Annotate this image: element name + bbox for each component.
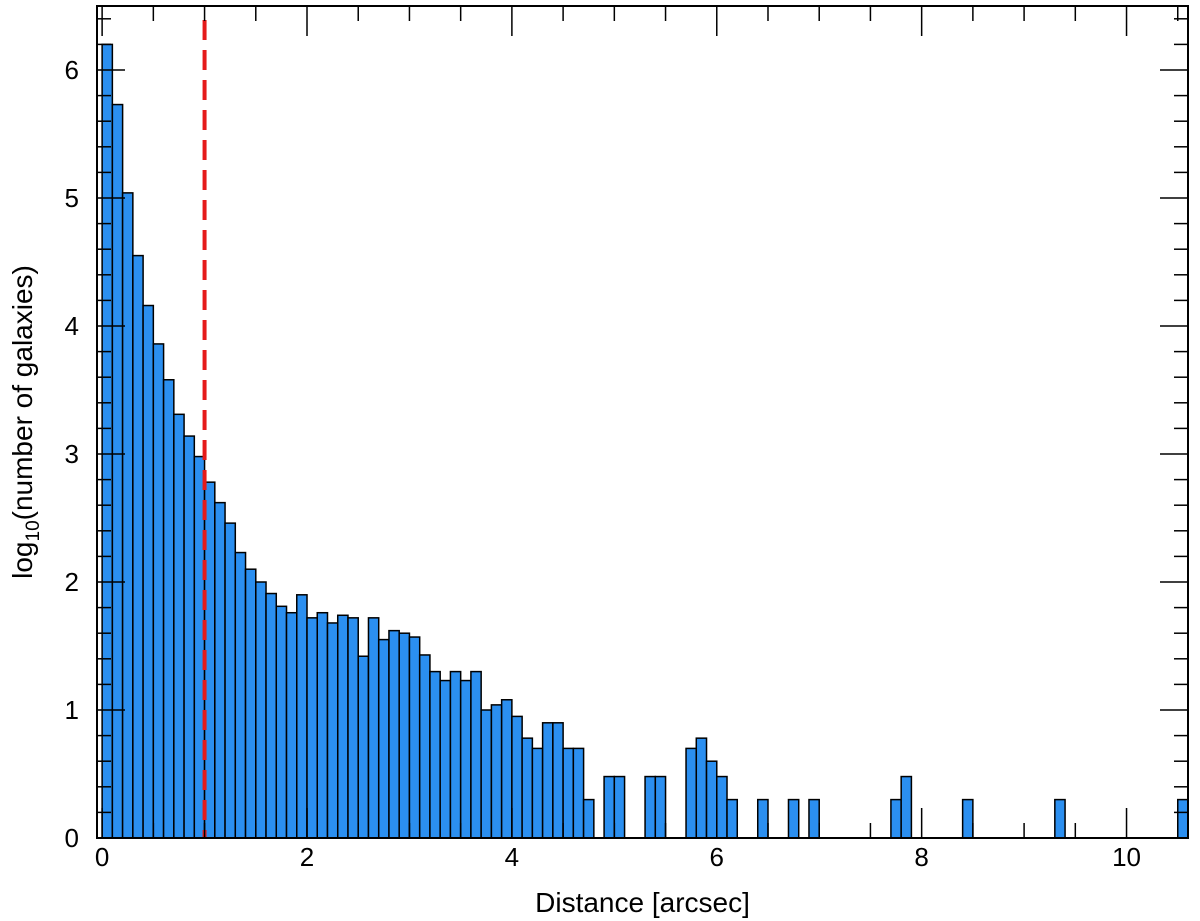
histogram-bars bbox=[101, 43, 1189, 839]
x-tick-label: 10 bbox=[1112, 842, 1141, 872]
histogram-bar bbox=[1054, 798, 1066, 839]
histogram-bar bbox=[480, 709, 493, 839]
histogram-bar bbox=[900, 775, 913, 839]
histogram-bar bbox=[531, 747, 544, 839]
histogram-bar bbox=[173, 413, 185, 839]
y-tick-label: 0 bbox=[65, 823, 79, 853]
histogram-bar bbox=[459, 679, 472, 839]
x-tick-label: 6 bbox=[710, 842, 724, 872]
axis-ticks bbox=[97, 6, 1188, 839]
histogram-bar bbox=[1177, 798, 1189, 839]
histogram-bar bbox=[347, 617, 359, 839]
histogram-bar bbox=[265, 592, 278, 839]
histogram-bar bbox=[562, 747, 575, 839]
histogram-bar bbox=[275, 605, 288, 839]
histogram-bar bbox=[316, 611, 329, 839]
histogram-bar bbox=[695, 737, 708, 839]
histogram-bar bbox=[613, 775, 626, 839]
histogram-bar bbox=[132, 254, 144, 839]
histogram-bar bbox=[152, 343, 165, 839]
y-axis-title-suffix: (number of galaxies) bbox=[7, 265, 38, 520]
y-axis-title-prefix: log bbox=[7, 542, 38, 579]
y-axis-title-subscript: 10 bbox=[23, 520, 44, 541]
histogram-bar bbox=[726, 798, 739, 839]
histogram-bar bbox=[183, 435, 196, 839]
histogram-bar bbox=[101, 43, 114, 839]
histogram-bar bbox=[582, 798, 595, 839]
histogram-bar bbox=[367, 617, 380, 839]
x-tick-label: 4 bbox=[505, 842, 519, 872]
histogram-bar bbox=[357, 655, 370, 839]
y-tick-labels: 0 1 2 3 4 5 6 bbox=[65, 55, 79, 853]
histogram-bar bbox=[808, 798, 820, 839]
histogram-bar bbox=[541, 722, 554, 839]
histogram-bar bbox=[572, 747, 585, 839]
histogram-bar bbox=[644, 775, 657, 839]
y-tick-label: 6 bbox=[65, 55, 79, 85]
plot-frame bbox=[96, 5, 1189, 839]
y-tick-label: 5 bbox=[65, 183, 79, 213]
histogram-bar bbox=[470, 670, 482, 839]
x-tick-label: 0 bbox=[95, 842, 109, 872]
histogram-bar bbox=[552, 722, 564, 839]
y-tick-label: 4 bbox=[65, 311, 79, 341]
histogram-bar bbox=[521, 737, 534, 839]
histogram-bar bbox=[224, 522, 237, 839]
histogram-bar bbox=[439, 679, 452, 839]
histogram-bar bbox=[511, 715, 523, 839]
histogram-bar bbox=[244, 568, 257, 839]
histogram-bar bbox=[961, 798, 974, 839]
y-tick-label: 1 bbox=[65, 695, 79, 725]
histogram-bar bbox=[654, 775, 667, 839]
histogram-bar bbox=[121, 192, 134, 839]
histogram-bar bbox=[418, 654, 431, 839]
histogram-bar bbox=[429, 670, 441, 839]
histogram-bar bbox=[214, 501, 226, 839]
x-tick-label: 2 bbox=[300, 842, 314, 872]
histogram-bar bbox=[890, 798, 902, 839]
histogram-bar bbox=[162, 379, 175, 839]
histogram-bar bbox=[716, 775, 728, 839]
histogram-bar bbox=[388, 629, 400, 839]
x-tick-labels: 0 2 4 6 8 10 bbox=[95, 842, 1141, 872]
histogram-bar bbox=[408, 636, 421, 839]
histogram-bar bbox=[111, 103, 124, 839]
histogram-bar bbox=[285, 611, 298, 839]
histogram-bar bbox=[398, 632, 411, 839]
histogram-bar bbox=[449, 670, 462, 839]
y-axis-title: log10(number of galaxies) bbox=[7, 265, 44, 579]
y-tick-label: 2 bbox=[65, 567, 79, 597]
histogram-bar bbox=[500, 699, 513, 839]
histogram-bar bbox=[326, 622, 339, 839]
histogram-bar bbox=[685, 747, 698, 839]
histogram-bar bbox=[255, 581, 267, 839]
histogram-bar bbox=[336, 614, 349, 839]
x-axis-title: Distance [arcsec] bbox=[535, 887, 750, 918]
histogram-bar bbox=[705, 760, 718, 839]
histogram-bar bbox=[756, 798, 769, 839]
x-tick-label: 8 bbox=[914, 842, 928, 872]
histogram-bar bbox=[377, 638, 390, 839]
histogram-bar bbox=[142, 304, 155, 839]
histogram-bar bbox=[234, 551, 247, 839]
histogram-bar bbox=[296, 594, 308, 839]
y-tick-label: 3 bbox=[65, 439, 79, 469]
histogram-bar bbox=[603, 775, 616, 839]
histogram-bar bbox=[787, 798, 800, 839]
histogram-bar bbox=[490, 704, 503, 839]
histogram-bar bbox=[306, 617, 318, 839]
